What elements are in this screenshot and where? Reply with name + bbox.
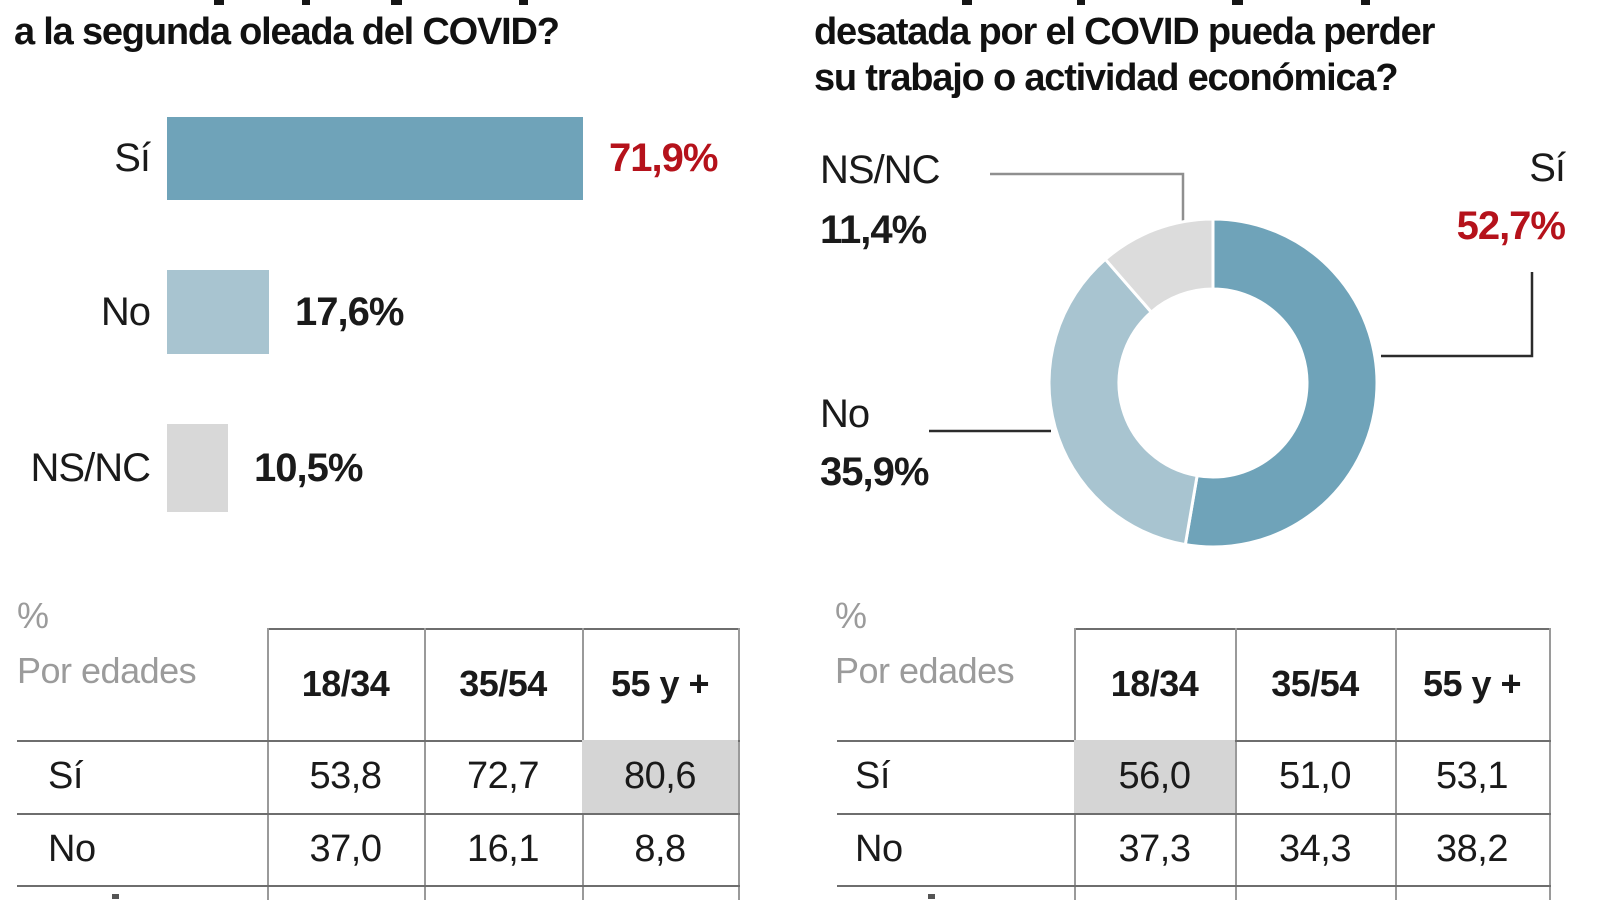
table-cell: 53,8: [309, 755, 382, 797]
age-table-left: % Por edades 18/34 35/54 55 y + Sí 53,8 …: [17, 595, 740, 900]
bar-value-nsnc: 10,5%: [254, 445, 363, 490]
table-border: [17, 740, 740, 742]
table-border: [837, 885, 1551, 887]
table-cell: 16,1: [467, 827, 539, 870]
bar-label-no: No: [100, 289, 151, 334]
right-question-line-2: su trabajo o actividad económica?: [814, 57, 1399, 99]
table-group-label: Por edades: [835, 650, 1015, 691]
clipped-text-fragment: [214, 0, 224, 5]
table-col-header: 35/54: [459, 663, 547, 704]
table-unit-label: %: [835, 595, 867, 636]
table-border: [1395, 628, 1397, 900]
table-border: [267, 628, 740, 630]
table-border: [267, 628, 269, 900]
bar-nsnc: [167, 424, 228, 512]
table-border: [1074, 628, 1551, 630]
table-cell: 53,1: [1436, 755, 1508, 797]
table-col-header: 35/54: [1271, 663, 1359, 704]
table-cell: 80,6: [582, 740, 738, 813]
table-border: [17, 885, 740, 887]
donut-slice-sí: [1183, 217, 1379, 549]
table-col-header: 55 y +: [610, 663, 710, 704]
clipped-text-fragment: [302, 0, 310, 5]
nsnc-leader-line: [990, 172, 1185, 230]
right-question-title: desatada por el COVID pueda perder su tr…: [814, 9, 1435, 101]
bar-si: [167, 117, 583, 200]
table-cell: 56,0: [1074, 740, 1235, 813]
table-row-label: No: [855, 827, 903, 870]
table-col-header: 18/34: [1110, 663, 1199, 704]
clipped-text-fragment: [391, 0, 402, 5]
right-question-line-1: desatada por el COVID pueda perder: [814, 11, 1435, 53]
bar-no: [167, 270, 269, 354]
table-cell: 37,3: [1118, 827, 1191, 870]
table-border: [17, 813, 740, 815]
clipped-text-fragment: [928, 894, 935, 899]
table-border: [1235, 628, 1237, 900]
table-border: [1549, 628, 1551, 900]
table-group-label: Por edades: [17, 650, 197, 691]
table-cell: 72,7: [467, 755, 539, 797]
table-border: [424, 628, 426, 900]
donut-value-nsnc: 11,4%: [820, 208, 927, 252]
clipped-text-fragment: [1361, 0, 1370, 5]
table-cell: 51,0: [1279, 755, 1351, 797]
bar-value-si: 71,9%: [609, 136, 718, 180]
clipped-text-fragment: [519, 0, 528, 5]
table-border: [837, 813, 1551, 815]
bar-value-no: 17,6%: [295, 289, 404, 334]
table-row-label: No: [48, 827, 96, 870]
table-cell: 34,3: [1279, 827, 1351, 870]
table-row-label: Sí: [855, 755, 890, 797]
table-col-header: 55 y +: [1422, 663, 1522, 704]
donut-slice-ns-nc: [1103, 217, 1215, 315]
table-unit-label: %: [17, 595, 49, 636]
donut-label-nsnc: NS/NC: [820, 148, 940, 192]
donut-value-no: 35,9%: [820, 450, 929, 494]
donut-slice-no: [1047, 257, 1199, 547]
bar-label-si: Sí: [114, 136, 151, 180]
left-question-line: a la segunda oleada del COVID?: [14, 11, 560, 53]
table-border: [738, 628, 740, 900]
clipped-text-fragment: [1232, 0, 1243, 5]
si-leader-line: [1381, 272, 1534, 358]
donut-chart: [1047, 217, 1379, 549]
table-cell: 8,8: [634, 827, 686, 870]
table-col-header: 18/34: [301, 663, 390, 704]
clipped-text-fragment: [112, 894, 119, 899]
table-row-label: Sí: [48, 755, 83, 797]
donut-label-no: No: [820, 392, 870, 436]
bar-label-nsnc: NS/NC: [30, 445, 151, 490]
table-cell: 37,0: [309, 827, 382, 870]
donut-label-si: Sí: [1529, 146, 1566, 190]
clipped-text-fragment: [1077, 0, 1085, 5]
clipped-text-fragment: [962, 0, 972, 5]
left-question-title: a la segunda oleada del COVID?: [14, 9, 560, 55]
table-cell: 38,2: [1436, 827, 1508, 870]
age-table-right: % Por edades 18/34 35/54 55 y + Sí 56,0 …: [820, 595, 1551, 900]
donut-value-si: 52,7%: [1456, 204, 1566, 248]
